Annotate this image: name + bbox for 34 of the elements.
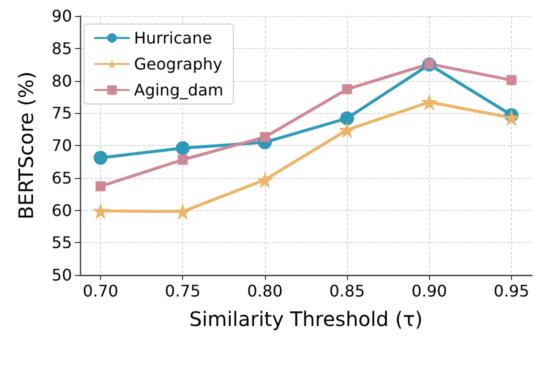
point <box>420 94 438 111</box>
legend-label: Aging_dam <box>134 80 224 100</box>
point <box>342 84 352 94</box>
point <box>256 171 274 188</box>
y-tick-label: 60 <box>52 200 72 220</box>
point <box>502 109 520 126</box>
point <box>176 141 190 156</box>
point <box>178 154 188 165</box>
point <box>260 132 270 142</box>
y-tick-label: 65 <box>52 168 72 188</box>
y-tick-label: 50 <box>52 266 72 284</box>
point <box>338 121 356 138</box>
x-tick-label: 0.85 <box>329 282 365 300</box>
legend-label: Hurricane <box>134 28 212 48</box>
legend-label: Geography <box>134 54 222 74</box>
point <box>92 202 110 220</box>
y-tick-label: 75 <box>52 104 72 123</box>
x-tick-label: 0.70 <box>82 282 118 300</box>
point <box>96 181 106 192</box>
point <box>174 203 192 220</box>
x-tick-label: 0.80 <box>247 282 283 300</box>
x-tick-label: 0.90 <box>411 282 448 300</box>
y-axis-title: BERTScore (%) <box>14 72 38 220</box>
y-tick-label: 70 <box>52 136 72 155</box>
y-tick-label: 85 <box>52 38 72 58</box>
x-tick-label: 0.75 <box>164 282 201 300</box>
x-tick-label: 0.95 <box>494 282 530 300</box>
x-axis-title: Similarity Threshold (τ) <box>189 307 423 331</box>
point <box>506 75 516 86</box>
y-tick-label: 90 <box>52 6 72 26</box>
point <box>340 111 354 126</box>
y-tick-label: 80 <box>52 71 72 90</box>
y-tick-label: 55 <box>52 233 72 252</box>
point <box>94 150 108 165</box>
